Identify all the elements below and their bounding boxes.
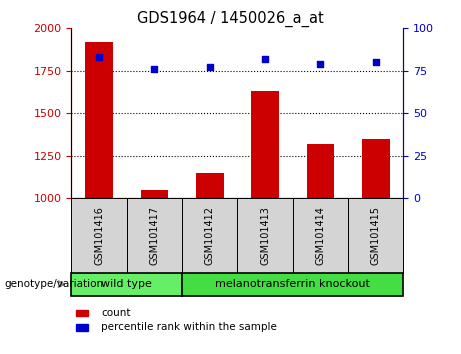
Text: GSM101415: GSM101415 [371,206,381,265]
Bar [307,144,334,198]
Text: GSM101413: GSM101413 [260,206,270,265]
Bar [362,139,390,198]
Bar [85,42,113,198]
Bar [141,190,168,198]
Bar [127,198,182,273]
Text: melanotransferrin knockout: melanotransferrin knockout [215,279,370,289]
Bar [71,273,182,296]
Text: GSM101412: GSM101412 [205,206,215,265]
Point [95,55,103,60]
Point [151,66,158,72]
Point [372,59,379,65]
Text: genotype/variation: genotype/variation [5,279,104,289]
Text: GDS1964 / 1450026_a_at: GDS1964 / 1450026_a_at [137,11,324,27]
Bar [182,273,403,296]
Text: percentile rank within the sample: percentile rank within the sample [101,322,278,332]
Bar [293,198,348,273]
Bar [251,91,279,198]
Point [317,61,324,67]
Text: count: count [101,308,131,318]
Text: GSM101414: GSM101414 [315,206,325,265]
Bar [182,198,237,273]
Bar [71,198,127,273]
Text: wild type: wild type [101,279,152,289]
Bar [196,173,224,198]
Text: GSM101416: GSM101416 [94,206,104,265]
Point [206,64,213,70]
Bar [237,198,293,273]
Bar [348,198,403,273]
Point [261,56,269,62]
Text: GSM101417: GSM101417 [149,206,160,265]
